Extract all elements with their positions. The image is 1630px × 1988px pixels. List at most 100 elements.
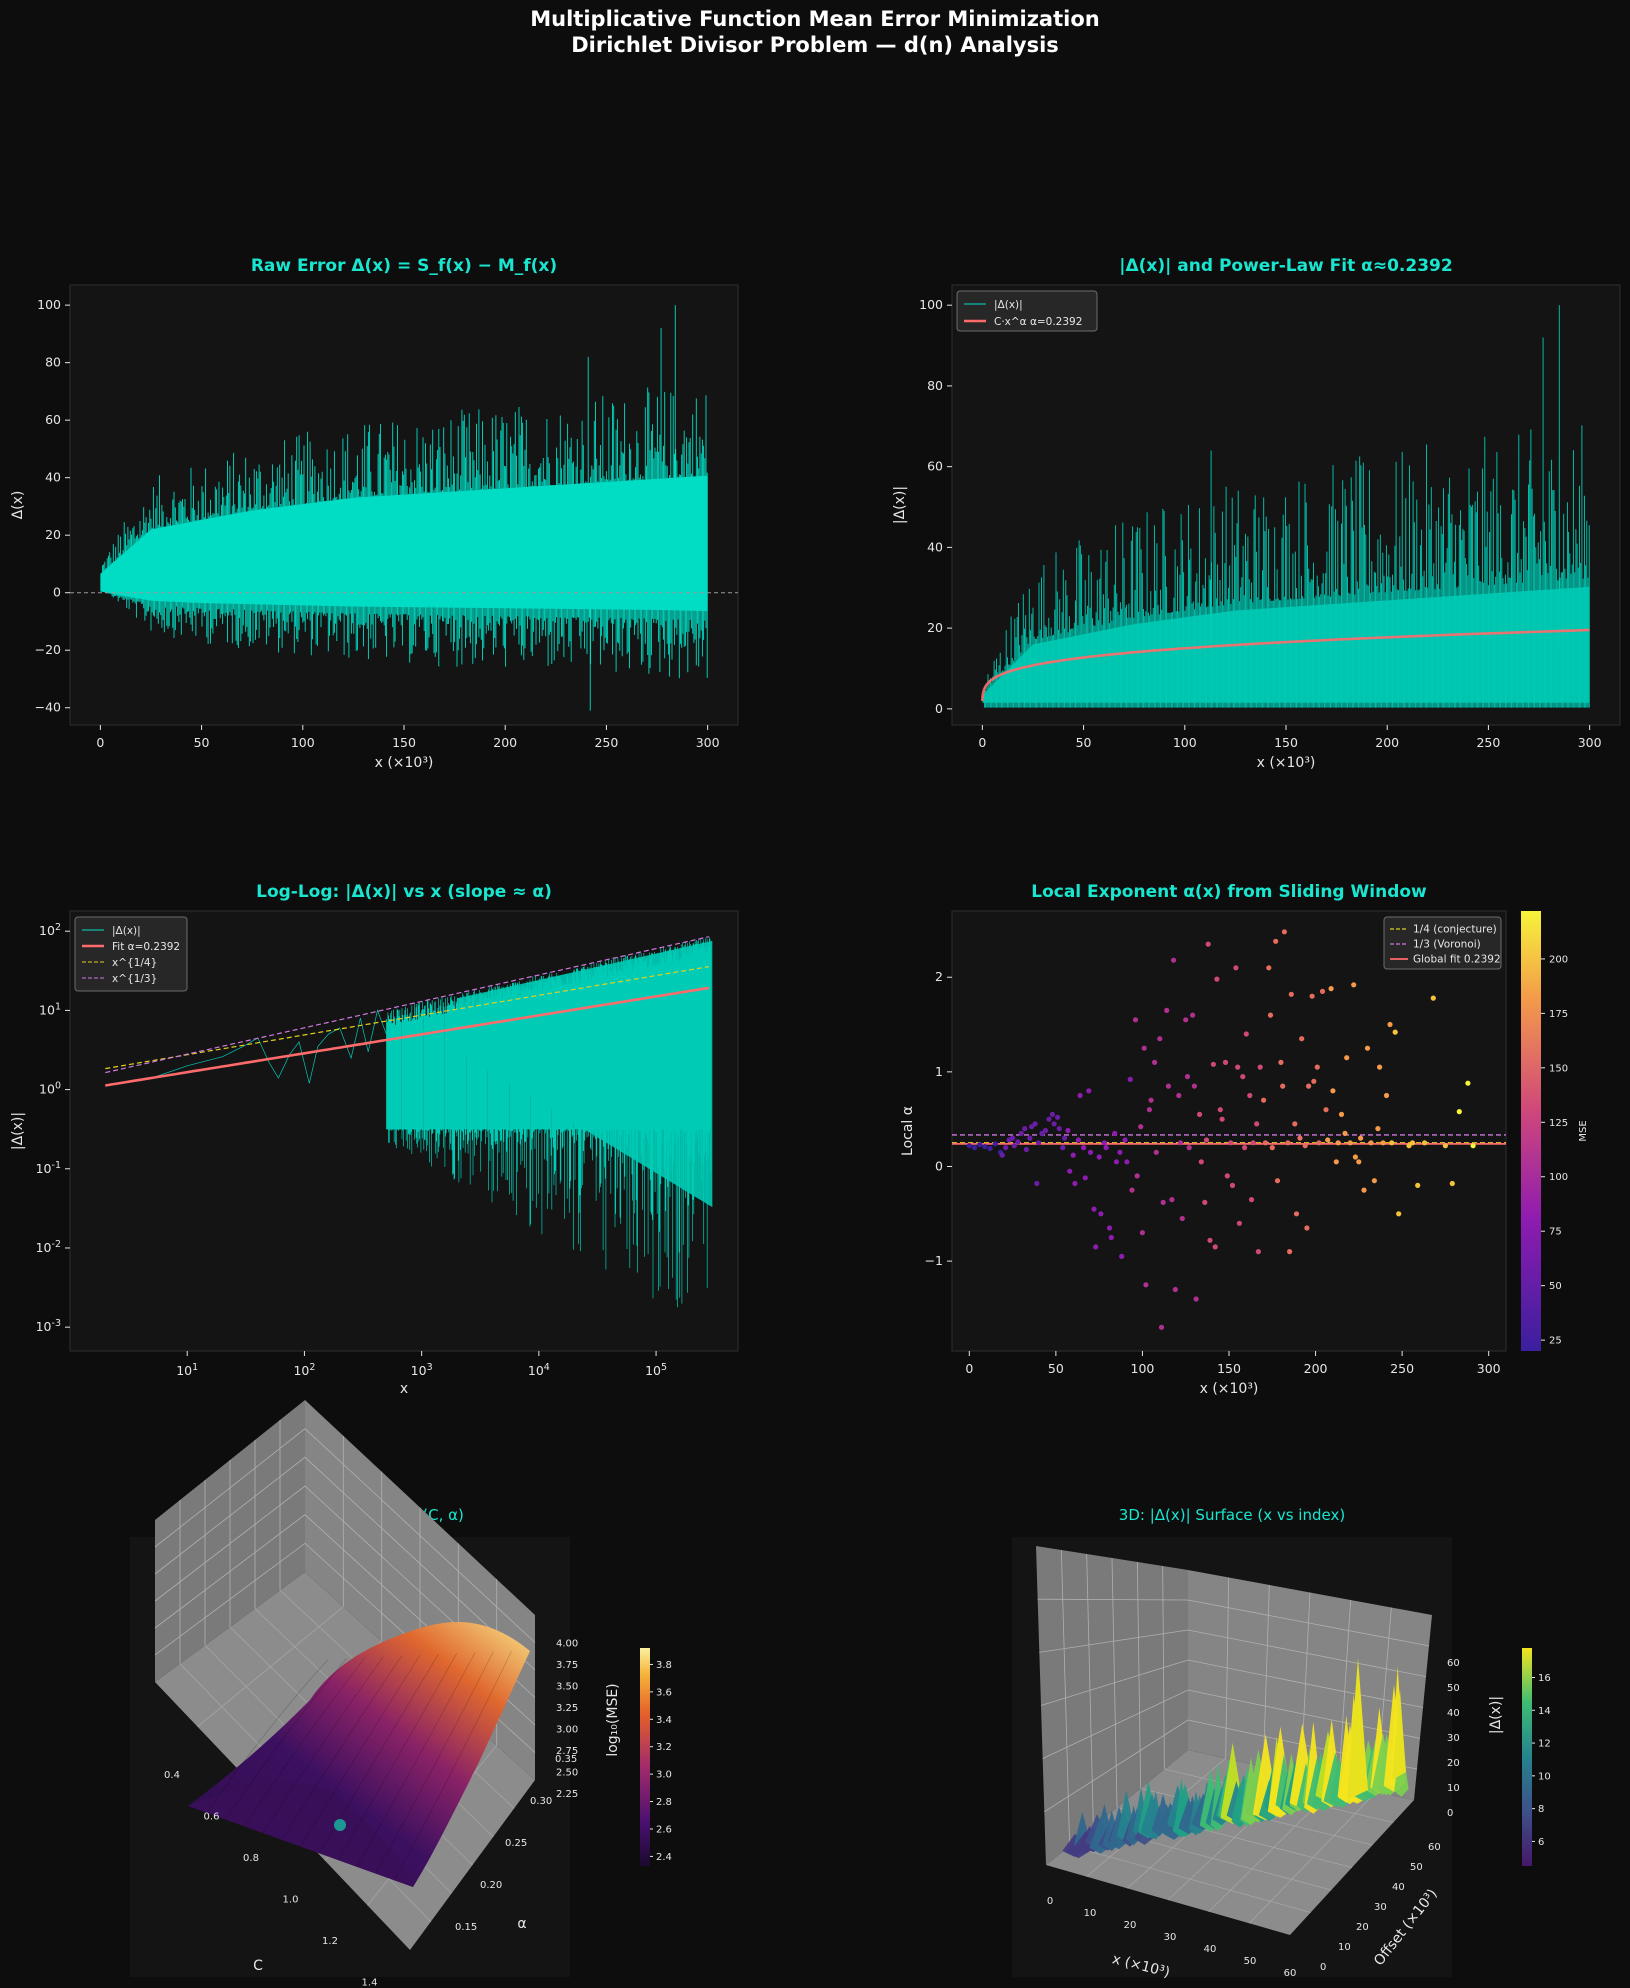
y-tick-label: 100 (919, 297, 943, 312)
scatter-point (1158, 1324, 1165, 1330)
z-tick-label: 50 (1447, 1683, 1460, 1694)
x-tick-label: 50 (1076, 735, 1092, 750)
power-law-fit-line (981, 628, 1590, 701)
scatter-point (1113, 1159, 1120, 1165)
scatter-point (1010, 1135, 1016, 1141)
y-tick-label: 60 (927, 459, 943, 474)
y-tick-label: 0.25 (505, 1838, 527, 1849)
legend-frame (74, 916, 188, 992)
scatter-point (1309, 993, 1315, 999)
colorbar-tick-label: 100 (1549, 1172, 1568, 1183)
chart-title: Log-Log: |Δ(x)| vs x (slope ≈ α) (256, 882, 552, 902)
scatter-points (966, 929, 1476, 1330)
scatter-point (1146, 1107, 1152, 1113)
scatter-point (1364, 1045, 1371, 1051)
scatter-point (1214, 976, 1220, 982)
scatter-point (1203, 1137, 1210, 1143)
scatter-point (1254, 1121, 1260, 1127)
z-tick-label: 2.25 (556, 1789, 578, 1800)
y-tick-label: 10-1 (36, 1160, 61, 1176)
legend-frame (1383, 916, 1502, 970)
scatter-point (999, 1152, 1005, 1158)
x-tick-label: 0.6 (204, 1812, 220, 1823)
scatter-point (1456, 1109, 1462, 1115)
scatter-point (1333, 1159, 1339, 1165)
x-tick-label: 250 (594, 735, 618, 750)
scatter-point (1314, 1064, 1320, 1070)
scatter-point (1022, 1126, 1028, 1132)
scatter-point (1409, 1140, 1416, 1146)
scatter-point (982, 1144, 988, 1150)
scatter-point (1250, 1140, 1256, 1146)
y-tick-label: −20 (35, 642, 61, 657)
scatter-point (1205, 941, 1211, 947)
x-tick-label: 103 (411, 1362, 433, 1378)
legend-label-0: |Δ(x)| (112, 925, 141, 937)
scatter-point (1285, 1140, 1291, 1146)
scatter-point (1442, 1143, 1448, 1149)
scatter-point (987, 1145, 993, 1152)
scatter-point (1266, 965, 1272, 971)
scatter-point (1261, 1097, 1267, 1103)
chart-panel-4: Local Exponent α(x) from Sliding Window x… (900, 882, 1589, 1397)
x-axis-label: x (×10³) (1200, 1381, 1259, 1397)
scatter-point (1106, 1225, 1113, 1231)
y-tick-label: 50 (1410, 1862, 1423, 1873)
figure-title: Multiplicative Function Mean Error Minim… (0, 6, 1630, 58)
x-tick-label: 0.4 (164, 1770, 180, 1781)
x-tick-label: 10 (1084, 1908, 1097, 1919)
x-tick-label: 250 (1476, 735, 1500, 750)
z-tick-label: 3.25 (556, 1703, 578, 1714)
colorbar-tick-label: 125 (1549, 1118, 1568, 1129)
x-tick-label: 0 (978, 735, 986, 750)
colorbar-tick-label: 3.2 (656, 1742, 672, 1753)
scatter-point (1143, 1282, 1149, 1288)
scatter-point (1465, 1080, 1471, 1086)
z-tick-label: 20 (1447, 1758, 1460, 1769)
scatter-point (1311, 1078, 1317, 1084)
scatter-point (1077, 1092, 1083, 1099)
x-tick-label: 50 (194, 735, 210, 750)
x-tick-label: 40 (1204, 1944, 1217, 1955)
x-tick-label: 300 (1477, 1361, 1501, 1376)
chart-title: |Δ(x)| and Power-Law Fit α≈0.2392 (1119, 256, 1452, 276)
z-tick-label: 40 (1447, 1708, 1460, 1719)
scatter-point (1160, 1199, 1166, 1205)
scatter-point (1087, 1149, 1094, 1155)
scatter-point (1347, 1140, 1353, 1146)
scatter-point (1186, 1145, 1192, 1151)
scatter-point (1257, 1064, 1263, 1070)
mse-surface-floor (188, 1781, 413, 1887)
abs-error-series-line (983, 305, 1590, 708)
scatter-point (1380, 1140, 1386, 1146)
scatter-point (1067, 1168, 1073, 1174)
surface-mesh (206, 1650, 512, 1881)
scatter-point (1165, 1083, 1171, 1089)
scatter-point (1422, 1140, 1428, 1146)
plot-area (951, 910, 1507, 1352)
scatter-point (1119, 1253, 1125, 1259)
scatter-point (1217, 1107, 1223, 1113)
scatter-point (1306, 1083, 1312, 1089)
x-tick-label: 30 (1164, 1932, 1177, 1943)
grid-line (154, 1428, 536, 1643)
y-tick-label: 20 (45, 527, 61, 542)
scatter-point (1222, 1059, 1229, 1065)
legend-label-fit: C·x^α α=0.2392 (994, 316, 1082, 328)
scatter-point (1096, 1154, 1102, 1160)
scatter-point (1055, 1114, 1061, 1120)
x-tick-label: 100 (1173, 735, 1197, 750)
scatter-point (1051, 1121, 1057, 1127)
colorbar-label: MSE (1578, 1120, 1589, 1141)
scatter-point (1098, 1211, 1104, 1217)
z-axis-label: |Δ(x)| (1488, 1696, 1504, 1734)
scatter-point (1075, 1137, 1081, 1143)
scatter-point (1273, 938, 1279, 944)
scatter-point (1103, 1145, 1109, 1151)
x-tick-label: 0 (965, 1361, 973, 1376)
colorbar (1522, 1648, 1532, 1866)
y-tick-label: 0.20 (480, 1880, 502, 1891)
x-tick-label: 0 (96, 735, 104, 750)
y-axis-label: Δ(x) (10, 491, 26, 520)
